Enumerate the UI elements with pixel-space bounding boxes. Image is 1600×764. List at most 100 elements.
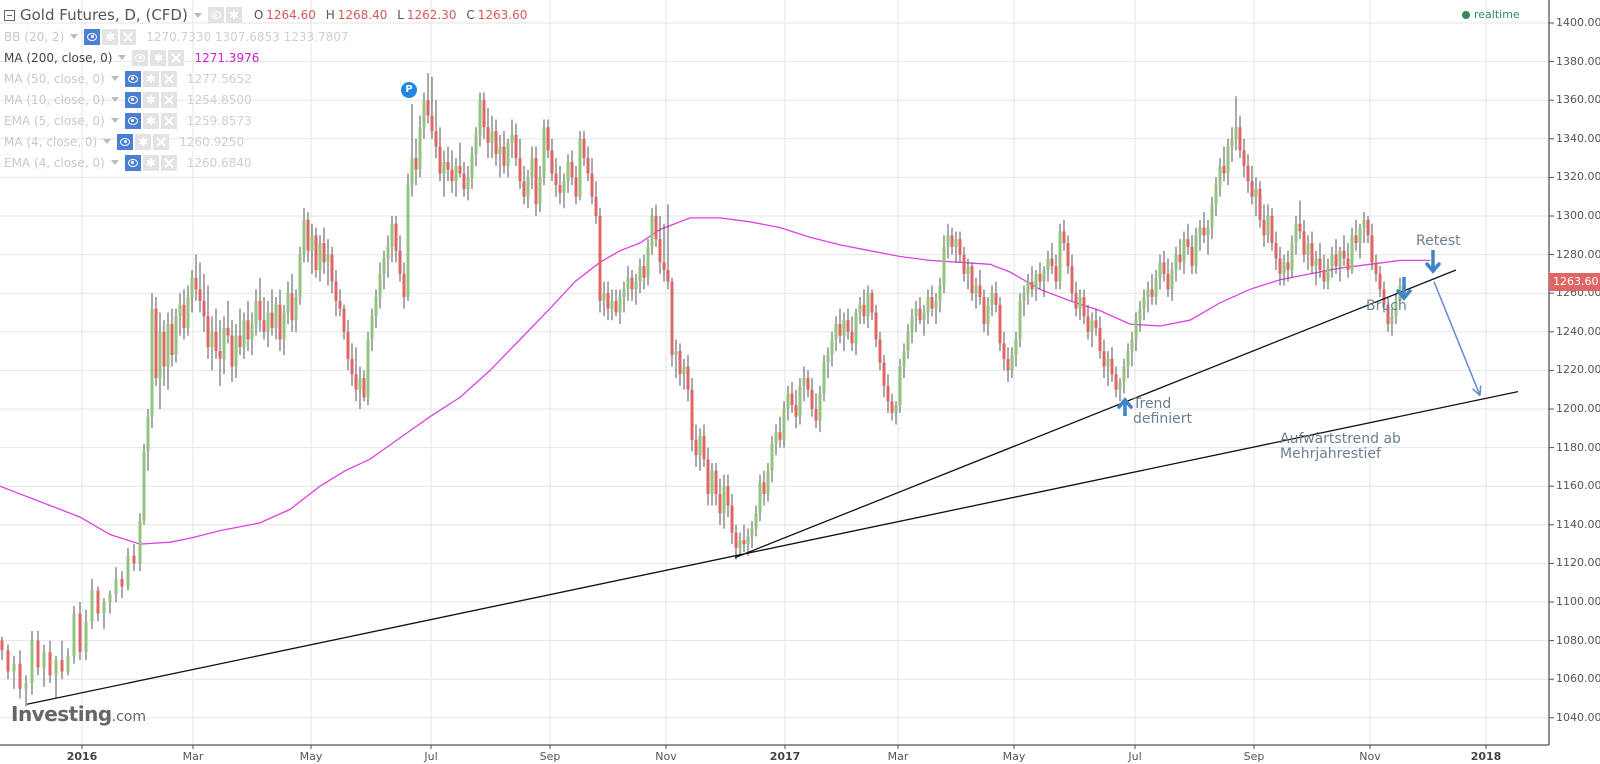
price-tick-label: 1340.00 [1556, 131, 1600, 145]
retest-down-arrow-icon[interactable] [1425, 250, 1441, 274]
ohlc-values: O 1264.60 H 1268.40 L 1262.30 C 1263.60 [254, 8, 534, 22]
time-tick-label: Sep [539, 750, 561, 763]
symbol-title: Gold Futures, D, (CFD) [20, 6, 188, 24]
time-tick-label: Sep [1243, 750, 1265, 763]
indicator-value: 1271.3976 [194, 50, 260, 65]
gear-icon[interactable] [135, 133, 152, 150]
chevron-down-icon[interactable] [70, 34, 79, 39]
realtime-status: realtime [1462, 8, 1520, 21]
indicator-row[interactable]: EMA (5, close, 0) 1259.8573 [4, 110, 533, 131]
indicator-row[interactable]: BB (20, 2) 1270.7330 1307.6853 1233.7807 [4, 26, 533, 47]
chevron-down-icon[interactable] [110, 160, 119, 165]
close-icon[interactable] [160, 91, 177, 108]
eye-icon[interactable] [124, 112, 141, 129]
marker-p-icon[interactable]: P [401, 82, 417, 98]
chevron-down-icon[interactable] [110, 118, 119, 123]
eye-icon[interactable] [132, 49, 149, 66]
indicator-row[interactable]: MA (4, close, 0) 1260.9250 [4, 131, 533, 152]
close-icon[interactable] [120, 28, 137, 45]
indicator-row[interactable]: MA (10, close, 0) 1254.8500 [4, 89, 533, 110]
uptrend-label[interactable]: Aufwärtstrend ab Mehrjahrestief [1280, 431, 1401, 462]
trendlines[interactable] [26, 250, 1519, 705]
low-label: L [397, 8, 404, 22]
price-tick-label: 1080.00 [1556, 633, 1600, 647]
eye-icon[interactable] [124, 70, 141, 87]
ma200-line [0, 217, 1430, 545]
open-label: O [253, 8, 264, 22]
break-down-arrow-icon[interactable] [1396, 277, 1412, 301]
close-value: 1263.60 [477, 8, 528, 22]
gear-icon[interactable] [225, 7, 242, 23]
price-tick-label: 1220.00 [1556, 363, 1600, 377]
price-tick-label: 1320.00 [1556, 170, 1600, 184]
low-value: 1262.30 [406, 8, 457, 22]
time-tick-label: Mar [182, 750, 204, 763]
break-label[interactable]: Bruch [1366, 298, 1407, 314]
gear-icon[interactable] [142, 112, 159, 129]
defined-trend-line[interactable] [734, 269, 1457, 559]
collapse-icon[interactable] [4, 9, 15, 21]
chevron-down-icon[interactable] [110, 76, 119, 81]
trend-up-arrow-icon[interactable] [1117, 397, 1133, 416]
gear-icon[interactable] [150, 49, 167, 66]
price-tick-label: 1360.00 [1556, 93, 1600, 107]
close-icon[interactable] [160, 112, 177, 129]
gear-icon[interactable] [142, 154, 159, 171]
indicator-name: EMA (4, close, 0) [4, 155, 105, 170]
close-label: C [466, 8, 475, 22]
price-tick-label: 1400.00 [1556, 16, 1600, 29]
time-tick-label: May [299, 750, 323, 763]
price-tick-label: 1180.00 [1556, 440, 1600, 454]
chevron-down-icon[interactable] [193, 12, 202, 18]
chevron-down-icon[interactable] [118, 55, 127, 60]
time-tick-label: Nov [655, 750, 677, 763]
gear-icon[interactable] [142, 91, 159, 108]
current-price-tag: 1263.60 [1549, 273, 1600, 291]
status-dot-icon [1462, 11, 1470, 19]
high-value: 1268.40 [337, 8, 388, 22]
indicator-row[interactable]: MA (50, close, 0) 1277.5652 [4, 68, 533, 89]
indicator-row[interactable]: MA (200, close, 0) 1271.3976 [4, 47, 533, 68]
time-tick-label: Nov [1359, 750, 1381, 763]
eye-icon[interactable] [207, 7, 224, 23]
eye-icon[interactable] [84, 28, 101, 45]
retest-label[interactable]: Retest [1416, 233, 1461, 249]
time-tick-label: Jul [1128, 750, 1142, 763]
price-tick-label: 1120.00 [1556, 556, 1600, 570]
indicator-value: 1277.5652 [186, 71, 252, 86]
time-tick-label: 2018 [1470, 750, 1502, 763]
projection-arrow[interactable] [1433, 281, 1481, 396]
eye-icon[interactable] [117, 133, 134, 150]
close-icon[interactable] [168, 49, 185, 66]
eye-icon[interactable] [124, 154, 141, 171]
price-tick-label: 1100.00 [1556, 595, 1600, 608]
chart-grid [0, 0, 1549, 745]
price-tick-label: 1140.00 [1556, 517, 1600, 531]
close-icon[interactable] [153, 133, 170, 150]
indicator-value: 1260.9250 [179, 134, 245, 149]
indicator-name: MA (4, close, 0) [4, 134, 98, 149]
close-icon[interactable] [160, 70, 177, 87]
price-tick-label: 1380.00 [1556, 54, 1600, 68]
price-tick-label: 1060.00 [1556, 672, 1600, 686]
price-tick-label: 1040.00 [1556, 710, 1600, 724]
high-label: H [325, 8, 335, 22]
indicator-row[interactable]: EMA (4, close, 0) 1260.6840 [4, 152, 533, 173]
price-tick-label: 1240.00 [1556, 324, 1600, 338]
chevron-down-icon[interactable] [110, 97, 119, 102]
uptrend-line[interactable] [26, 390, 1519, 705]
indicator-name: BB (20, 2) [4, 29, 65, 44]
eye-icon[interactable] [124, 91, 141, 108]
price-tick-label: 1300.00 [1556, 209, 1600, 222]
indicator-value: 1259.8573 [186, 113, 252, 128]
open-value: 1264.60 [266, 8, 316, 22]
close-icon[interactable] [160, 154, 177, 171]
chevron-down-icon[interactable] [103, 139, 112, 144]
gear-icon[interactable] [102, 28, 119, 45]
trend-defined-label[interactable]: Trend definiert [1133, 396, 1192, 427]
gear-icon[interactable] [142, 70, 159, 87]
price-tick-label: 1160.00 [1556, 479, 1600, 493]
